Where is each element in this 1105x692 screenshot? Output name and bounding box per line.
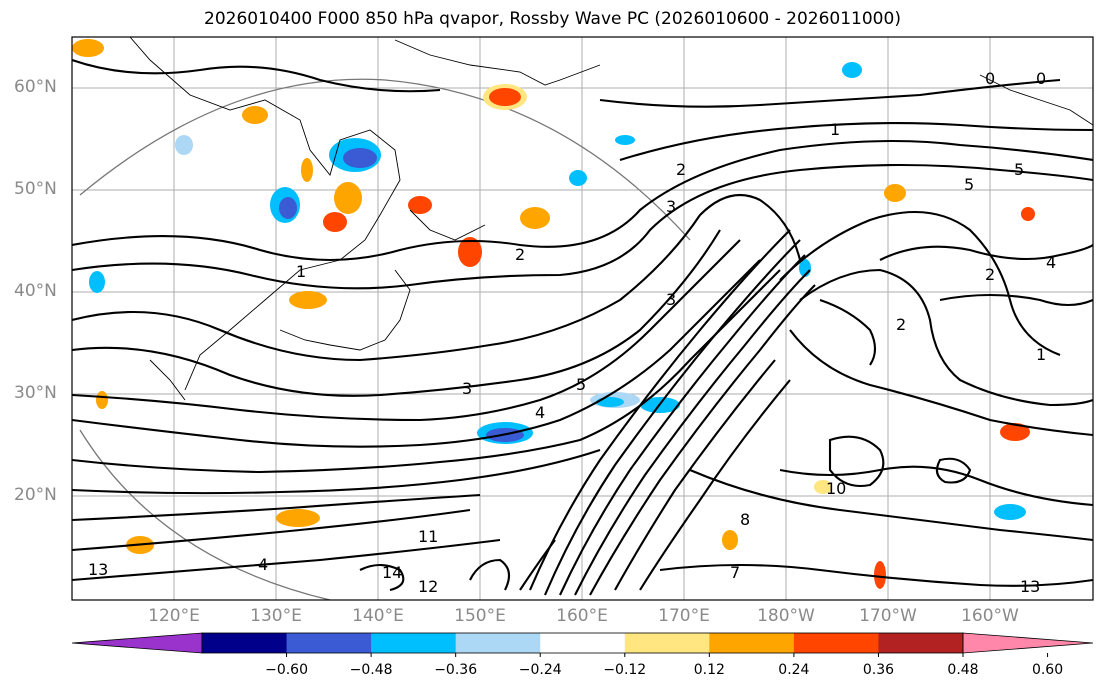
contour-label: 3 bbox=[462, 379, 472, 398]
contour-lines bbox=[72, 59, 1093, 596]
colorbar-tick-label: −0.36 bbox=[434, 662, 478, 678]
colorbar-segment bbox=[624, 633, 710, 653]
contour-label: 13 bbox=[1020, 577, 1040, 596]
lon-label-180w: 180°W bbox=[757, 606, 815, 626]
contour-labels: 0 0 1 1 2 2 3 4 5 5 4 3 2 1 4 5 7 8 10 1… bbox=[88, 69, 1056, 596]
colorbar-frame bbox=[201, 632, 964, 654]
colorbar bbox=[71, 632, 1094, 657]
colorbar-tick-label: 0.12 bbox=[693, 662, 725, 678]
colorbar-tick-label: −0.48 bbox=[349, 662, 393, 678]
colorbar-segment bbox=[793, 633, 879, 653]
contour-label: 1 bbox=[1036, 345, 1046, 364]
colorbar-segment bbox=[878, 633, 964, 653]
lat-label-20n: 20°N bbox=[14, 485, 57, 505]
contour-label: 13 bbox=[88, 560, 108, 579]
map-panel: 0 0 1 1 2 2 3 4 5 5 4 3 2 1 4 5 7 8 10 1… bbox=[72, 37, 1093, 600]
colorbar-tick-label: 0.36 bbox=[862, 662, 895, 678]
contour-label: 10 bbox=[826, 479, 846, 498]
contour-label: 2 bbox=[676, 160, 686, 179]
lon-label-130e: 130°E bbox=[250, 606, 302, 626]
map-frame bbox=[71, 36, 1094, 601]
contour-label: 4 bbox=[535, 403, 545, 422]
lon-label-120e: 120°E bbox=[148, 606, 200, 626]
contour-label: 0 bbox=[985, 69, 995, 88]
contour-label: 1 bbox=[296, 262, 306, 281]
lon-label-170w: 170°W bbox=[859, 606, 917, 626]
contour-label: 2 bbox=[985, 265, 995, 284]
lat-label-60n: 60°N bbox=[14, 77, 57, 97]
contour-label: 4 bbox=[1046, 253, 1056, 272]
colorbar-tick-label: −0.60 bbox=[265, 662, 308, 678]
colorbar-tick-label: 0.24 bbox=[778, 662, 810, 678]
contour-label: 3 bbox=[666, 197, 676, 216]
contour-label: 4 bbox=[258, 555, 268, 574]
lon-label-170e: 170°E bbox=[658, 606, 710, 626]
lon-label-160w: 160°W bbox=[961, 606, 1019, 626]
contour-label: 1 bbox=[830, 120, 840, 139]
contour-label: 11 bbox=[418, 527, 438, 546]
lon-label-150e: 150°E bbox=[454, 606, 506, 626]
lat-label-50n: 50°N bbox=[14, 179, 57, 199]
colorbar-extend-high bbox=[962, 632, 1094, 654]
colorbar-segment bbox=[286, 633, 372, 653]
contour-label: 2 bbox=[896, 315, 906, 334]
colorbar-tick-label: 0.60 bbox=[1031, 662, 1064, 678]
colorbar-tick-label: −0.24 bbox=[518, 662, 562, 678]
lat-label-40n: 40°N bbox=[14, 281, 57, 301]
contour-label: 12 bbox=[418, 577, 438, 596]
contour-label: 5 bbox=[576, 375, 586, 394]
colorbar-tick-label: 0.48 bbox=[947, 662, 979, 678]
colorbar-segment bbox=[455, 633, 541, 653]
colorbar-extend-low bbox=[71, 632, 203, 654]
contour-label: 7 bbox=[730, 563, 740, 582]
contour-label: 3 bbox=[666, 290, 676, 309]
colorbar-segment bbox=[202, 633, 288, 653]
anomaly-fills bbox=[72, 39, 1035, 589]
colorbar-tick-label: −0.12 bbox=[603, 662, 647, 678]
contour-label: 8 bbox=[740, 510, 750, 529]
lon-label-160e: 160°E bbox=[556, 606, 608, 626]
map-title: 2026010400 F000 850 hPa qvapor, Rossby W… bbox=[204, 9, 901, 29]
colorbar-segment bbox=[540, 633, 626, 653]
lon-label-140e: 140°E bbox=[352, 606, 404, 626]
contour-label: 0 bbox=[1036, 69, 1046, 88]
contour-label: 14 bbox=[382, 563, 402, 582]
colorbar-segment bbox=[709, 633, 795, 653]
colorbar-segment bbox=[371, 633, 457, 653]
contour-label: 5 bbox=[964, 175, 974, 194]
contour-label: 5 bbox=[1014, 160, 1024, 179]
lat-label-30n: 30°N bbox=[14, 383, 57, 403]
contour-label: 2 bbox=[515, 245, 525, 264]
